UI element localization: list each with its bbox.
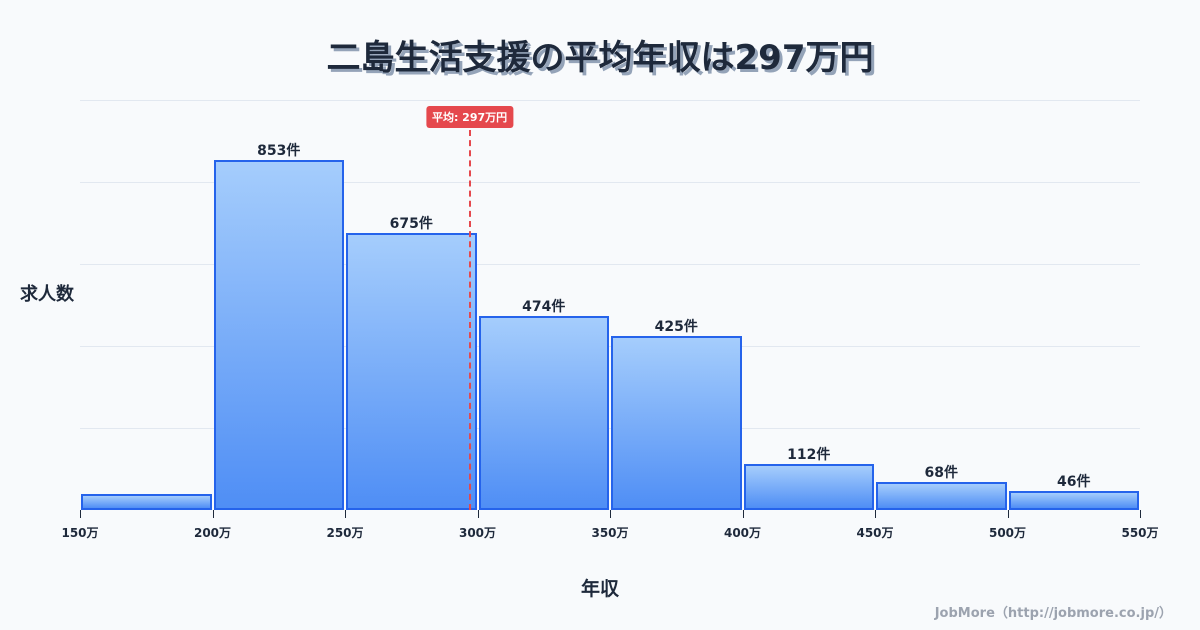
- bar-value-label: 425件: [654, 318, 698, 335]
- histogram-bar: [81, 494, 212, 510]
- x-tick-label: 350万: [591, 526, 629, 540]
- gridline: [80, 182, 1140, 183]
- x-tick-label: 300万: [458, 526, 497, 540]
- x-tick: [80, 510, 81, 518]
- x-tick-label: 250万: [326, 526, 364, 540]
- bar-value-label: 675件: [389, 216, 433, 233]
- histogram-bar: [478, 315, 609, 510]
- histogram-bar: [611, 335, 742, 510]
- mean-line: [468, 130, 471, 510]
- x-tick-label: 200万: [193, 526, 232, 540]
- gridline: [80, 346, 1140, 347]
- x-tick: [742, 510, 744, 518]
- x-tick: [1007, 510, 1009, 518]
- histogram-bar: [346, 233, 477, 510]
- y-axis-label: 求人数: [20, 284, 74, 305]
- x-tick-label: 150万: [61, 526, 99, 540]
- x-tick-label: 400万: [723, 526, 762, 540]
- bar-value-label: 474件: [522, 298, 566, 315]
- x-tick: [1140, 510, 1141, 518]
- gridline: [80, 428, 1140, 429]
- x-tick-label: 500万: [988, 526, 1027, 540]
- x-tick: [875, 510, 876, 518]
- bar-value-label: 853件: [257, 143, 301, 160]
- bar-value-label: 68件: [924, 465, 958, 482]
- x-tick: [610, 510, 611, 518]
- chart-title: 二島生活支援の平均年収は297万円: [326, 38, 874, 78]
- x-tick: [345, 510, 346, 518]
- plot-area: 853件 675件 474件 425件 112件 68件 46件 150万 200万 250万 30…: [61, 100, 1159, 540]
- x-tick-label: 450万: [856, 526, 894, 540]
- histogram-bar: [876, 482, 1007, 510]
- mean-badge: 平均: 297万円: [425, 106, 514, 128]
- x-tick: [212, 510, 214, 518]
- gridline: [80, 264, 1140, 265]
- bar-value-label: 112件: [787, 447, 831, 464]
- x-axis-label: 年収: [580, 578, 619, 600]
- histogram-bar: [1008, 491, 1139, 510]
- x-tick-label: 550万: [1121, 526, 1159, 540]
- histogram-bar: [213, 160, 344, 510]
- bar-value-label: 46件: [1057, 474, 1091, 491]
- source-credit: JobMore（http://jobmore.co.jp/）: [934, 606, 1172, 621]
- gridline: [80, 100, 1140, 101]
- x-tick: [477, 510, 479, 518]
- histogram-bar: [743, 464, 874, 510]
